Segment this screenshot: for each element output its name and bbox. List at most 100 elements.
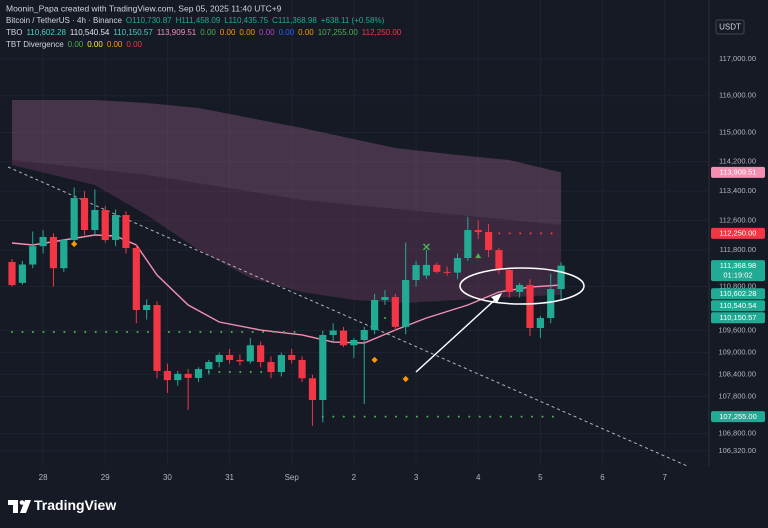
- x-tick-label: 5: [538, 473, 543, 482]
- candle-body: [8, 261, 16, 286]
- legend-value: O110,730.87: [126, 16, 172, 25]
- candle-body: [464, 230, 472, 259]
- footer: TradingView: [8, 497, 116, 513]
- legend-value: 107,255.00: [318, 28, 359, 37]
- price-tag: [711, 260, 765, 282]
- candle-body: [360, 330, 368, 340]
- candle-body: [505, 270, 513, 292]
- y-tick-label: 110,800.00: [719, 282, 756, 291]
- candle-body: [484, 232, 493, 251]
- legend-value: 113,909.51: [157, 28, 197, 37]
- price-tag-label: 111,368.98: [720, 261, 756, 270]
- candle-body: [80, 198, 89, 231]
- cloud-band: [12, 100, 562, 225]
- candle-body: [225, 355, 234, 360]
- candle-body: [412, 265, 420, 280]
- currency-box: [715, 19, 745, 35]
- x-tick-label: 7: [662, 473, 667, 482]
- candle-body: [49, 236, 58, 269]
- signal-marker: [71, 240, 78, 248]
- arrow-head: [491, 293, 502, 303]
- candle-body: [557, 265, 565, 290]
- candle-body: [29, 246, 37, 265]
- candle-body: [194, 369, 203, 378]
- price-tag: [711, 166, 765, 178]
- legend-value: 0.00: [220, 28, 236, 37]
- trendline: [7, 166, 689, 466]
- y-tick-label: 107,800.00: [718, 392, 756, 401]
- candle-body: [39, 236, 47, 247]
- legend-value: 0.00: [126, 40, 142, 49]
- candle-body: [257, 345, 265, 363]
- candle-body: [288, 355, 296, 360]
- candle-body: [174, 373, 182, 381]
- y-tick-label: 111,800.00: [720, 245, 756, 254]
- candle-body: [536, 318, 544, 328]
- candle-body: [18, 264, 26, 283]
- candle-body: [381, 296, 389, 300]
- x-tick-label: 31: [225, 473, 234, 482]
- signal-marker: [371, 356, 378, 364]
- candle-body: [184, 373, 192, 378]
- candle-body: [143, 305, 151, 311]
- candle-body: [112, 215, 120, 240]
- currency: USDT: [719, 23, 741, 32]
- x-tick-label: 30: [163, 473, 172, 482]
- candle-body: [319, 334, 327, 400]
- x-tick-label: 6: [600, 473, 605, 482]
- candle-body: [91, 210, 99, 231]
- legend-value: 110,150.57: [113, 28, 153, 37]
- brand: TradingView: [34, 497, 116, 513]
- candle-body: [526, 284, 534, 328]
- candle-body: [205, 362, 213, 370]
- candle-body: [101, 210, 109, 240]
- candle-body: [70, 198, 78, 240]
- y-tick-label: 109,000.00: [718, 348, 756, 357]
- ellipse-annotation: [459, 267, 585, 305]
- price-tag-label: 113,909.51: [720, 168, 757, 177]
- y-tick-label: 106,800.00: [718, 428, 756, 437]
- candle-body: [495, 250, 503, 271]
- price-tag: [711, 411, 765, 423]
- candle-body: [163, 370, 171, 381]
- price-tag-label: 112,250.00: [720, 229, 757, 238]
- candle-body: [371, 300, 379, 331]
- legend: Bitcoin / TetherUS · 4h · Binance O110,73…: [6, 16, 402, 49]
- legend-value: 0.00: [239, 28, 255, 37]
- legend-value: 110,540.54: [70, 28, 110, 37]
- y-tick-label: 114,200.00: [719, 157, 756, 166]
- signal-marker: [475, 253, 482, 259]
- candle-body: [443, 271, 451, 273]
- signal-marker: [402, 375, 409, 383]
- logo-dot: [19, 500, 25, 505]
- legend-value: C111,368.98: [272, 16, 317, 25]
- candle-body: [153, 305, 161, 371]
- legend-value: 0.00: [279, 28, 295, 37]
- x-tick-label: Sep: [285, 473, 300, 482]
- x-tick-label: 3: [414, 473, 419, 482]
- candle-body: [132, 248, 140, 311]
- candle-body: [516, 284, 524, 292]
- legend-value: 0.00: [200, 28, 216, 37]
- candle-body: [308, 378, 317, 400]
- y-tick-label: 109,600.00: [718, 326, 756, 335]
- plot-area: [7, 100, 689, 466]
- x-tick-label: 2: [352, 473, 357, 482]
- y-tick-label: 112,600.00: [719, 215, 756, 224]
- candle-body: [267, 362, 275, 373]
- legend-value: 0.00: [259, 28, 275, 37]
- candle-body: [339, 330, 348, 346]
- price-tag-label: 110,602.28: [720, 289, 757, 298]
- candle-body: [236, 359, 244, 362]
- x-tick-label: 29: [101, 473, 110, 482]
- header: Moonin_Papa created with TradingView.com…: [6, 3, 282, 13]
- y-tick-label: 117,000.00: [719, 54, 756, 63]
- legend-value: 112,250.00: [362, 28, 402, 37]
- y-tick-label: 115,000.00: [719, 127, 756, 136]
- legend-value: 0.00: [298, 28, 314, 37]
- candle-body: [246, 345, 254, 362]
- candle-body: [402, 280, 410, 327]
- price-tag: [711, 288, 765, 300]
